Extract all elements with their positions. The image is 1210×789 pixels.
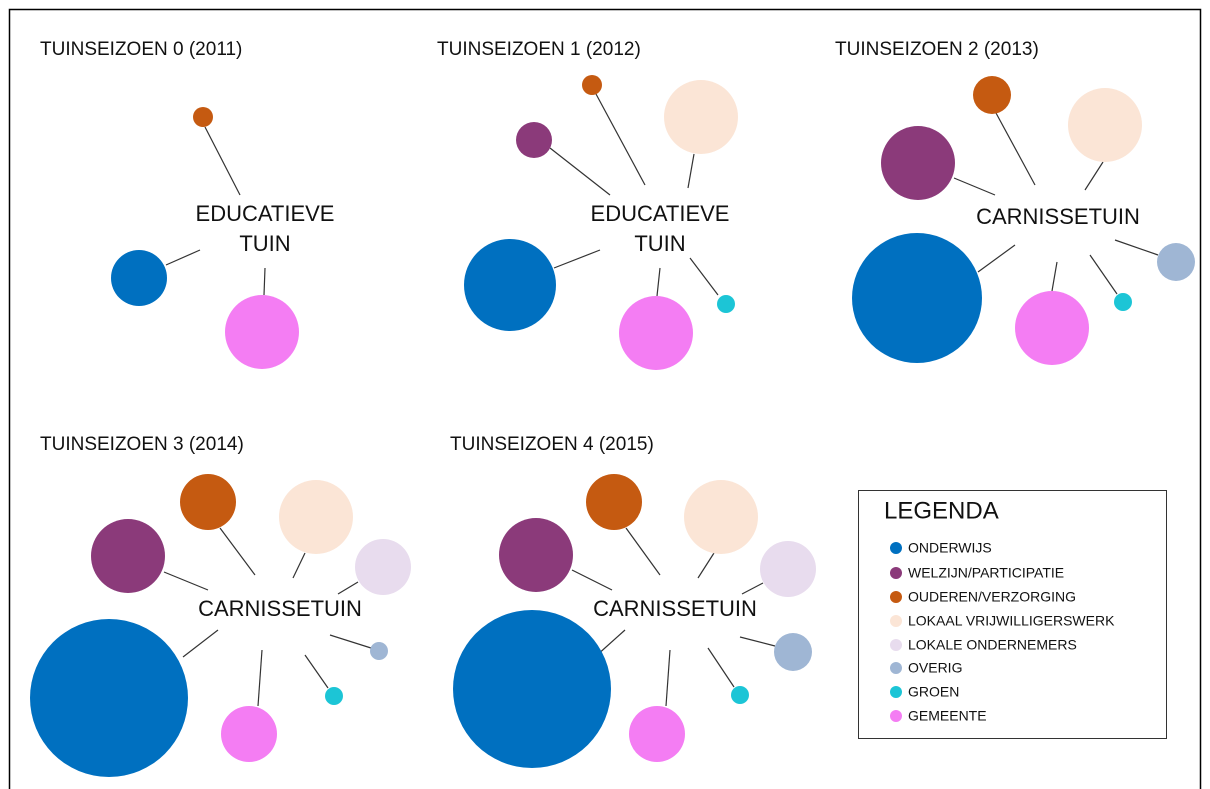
legend-label: GROEN (908, 684, 959, 700)
node (619, 296, 693, 370)
panel-title: TUINSEIZOEN 1 (2012) (437, 39, 641, 60)
node (453, 610, 611, 768)
legend-label: WELZIJN/PARTICIPATIE (908, 565, 1064, 581)
node (774, 633, 812, 671)
node (717, 295, 735, 313)
node (881, 126, 955, 200)
legend-label: LOKALE ONDERNEMERS (908, 637, 1077, 653)
node (1015, 291, 1089, 365)
node (464, 239, 556, 331)
node (760, 541, 816, 597)
legend-swatch (890, 662, 902, 674)
frame (8, 8, 1202, 789)
node (852, 233, 982, 363)
legend-swatch (890, 686, 902, 698)
legend-swatch (890, 639, 902, 651)
node (279, 480, 353, 554)
node (91, 519, 165, 593)
node (731, 686, 749, 704)
node (516, 122, 552, 158)
center-label: TUIN (239, 231, 290, 256)
legend-label: GEMEENTE (908, 708, 987, 724)
center-label: CARNISSETUIN (593, 596, 757, 621)
node (586, 474, 642, 530)
node (111, 250, 167, 306)
panel-title: TUINSEIZOEN 2 (2013) (835, 39, 1039, 60)
panel: TUINSEIZOEN 3 (2014) CARNISSETUIN (30, 434, 411, 777)
legend-label: OUDEREN/VERZORGING (908, 589, 1076, 605)
node (355, 539, 411, 595)
node (582, 75, 602, 95)
node (325, 687, 343, 705)
center-label: TUIN (634, 231, 685, 256)
legend-title: LEGENDA (884, 497, 999, 524)
node (221, 706, 277, 762)
legend-swatch (890, 591, 902, 603)
legend-label: LOKAAL VRIJWILLIGERSWERK (908, 613, 1115, 629)
node (499, 518, 573, 592)
node (193, 107, 213, 127)
node (664, 80, 738, 154)
panel-title: TUINSEIZOEN 3 (2014) (40, 434, 244, 455)
node (973, 76, 1011, 114)
panel: TUINSEIZOEN 2 (2013) CARNISSETUIN (835, 39, 1195, 365)
legend-swatch (890, 710, 902, 722)
node (1068, 88, 1142, 162)
center-label: EDUCATIEVE (591, 201, 730, 226)
node (684, 480, 758, 554)
legend-label: OVERIG (908, 660, 962, 676)
panel: TUINSEIZOEN 0 (2011) EDUCATIEVE TUIN (40, 39, 334, 369)
node (1157, 243, 1195, 281)
node (1114, 293, 1132, 311)
legend-label: ONDERWIJS (908, 540, 992, 556)
legend-swatch (890, 567, 902, 579)
center-label: EDUCATIEVE (196, 201, 335, 226)
panel-title: TUINSEIZOEN 4 (2015) (450, 434, 654, 455)
node (370, 642, 388, 660)
node (30, 619, 188, 777)
node (180, 474, 236, 530)
panel: TUINSEIZOEN 4 (2015) CARNISSETUIN (450, 434, 816, 768)
panel-title: TUINSEIZOEN 0 (2011) (40, 39, 242, 60)
node (629, 706, 685, 762)
center-label: CARNISSETUIN (198, 596, 362, 621)
panel: TUINSEIZOEN 1 (2012) EDUCATIEVE TUIN (437, 39, 738, 370)
legend: LEGENDA ONDERWIJS WELZIJN/PARTICIPATIE O… (858, 490, 1167, 739)
legend-swatch (890, 542, 902, 554)
legend-swatch (890, 615, 902, 627)
node (225, 295, 299, 369)
center-label: CARNISSETUIN (976, 204, 1140, 229)
legend-box (858, 490, 1167, 739)
